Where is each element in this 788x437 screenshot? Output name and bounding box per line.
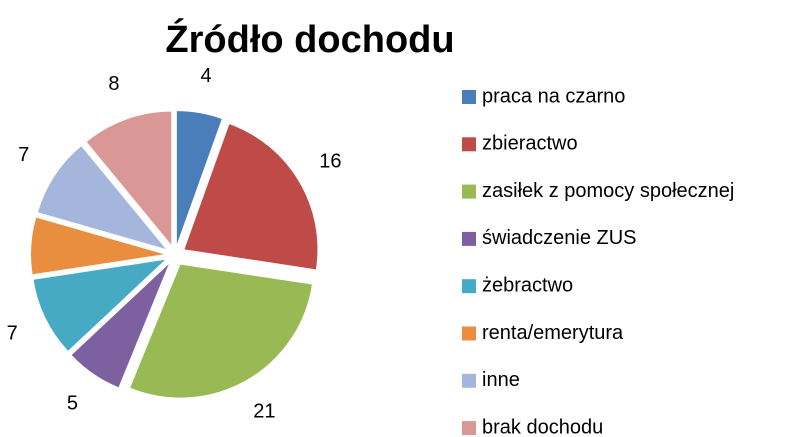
data-label: 7 xyxy=(7,322,18,344)
legend-label: żebractwo xyxy=(482,274,573,296)
pie-slice xyxy=(71,264,169,388)
pie-slice xyxy=(31,217,165,275)
legend-label: zasiłek z pomocy społecznej xyxy=(482,180,734,202)
legend-swatch xyxy=(462,421,476,436)
pie-slice xyxy=(184,124,318,270)
legend-swatch xyxy=(462,90,476,104)
pie-slice xyxy=(37,146,166,249)
legend-label: zbieractwo xyxy=(482,133,578,155)
data-label: 7 xyxy=(18,144,29,166)
data-label: 8 xyxy=(108,73,119,95)
legend-swatch xyxy=(462,231,476,246)
chart-title: Źródło dochodu xyxy=(165,17,454,61)
legend-swatch xyxy=(462,373,476,388)
data-label: 5 xyxy=(67,392,78,414)
legend-swatch xyxy=(462,137,476,152)
legend-swatch xyxy=(462,279,476,294)
legend-label: brak dochodu xyxy=(482,416,603,437)
legend-label: praca na czarno xyxy=(482,85,625,107)
legend-label: świadczenie ZUS xyxy=(482,227,637,249)
data-label: 16 xyxy=(319,151,341,173)
data-label: 21 xyxy=(253,401,275,423)
legend-label: renta/emerytura xyxy=(482,322,624,344)
pie-slice xyxy=(33,259,166,351)
pie-slice xyxy=(130,264,312,398)
legend-swatch xyxy=(462,326,476,341)
data-label: 4 xyxy=(200,65,211,87)
pie-slice xyxy=(176,111,222,245)
pie-slice xyxy=(86,111,172,245)
legend-label: inne xyxy=(482,369,520,391)
legend-swatch xyxy=(462,184,476,199)
